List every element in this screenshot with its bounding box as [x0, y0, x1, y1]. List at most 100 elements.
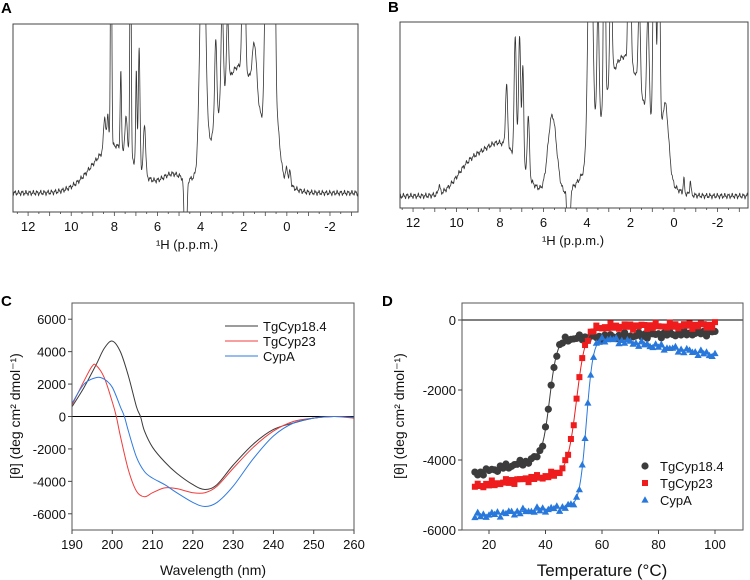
data-point-tgcyp23	[525, 479, 532, 486]
data-point-cypa	[657, 340, 665, 347]
x-tick-label: 200	[101, 537, 123, 552]
x-tick-label: 100	[704, 537, 726, 552]
data-point-tgcyp23	[686, 320, 693, 327]
x-tick-label: 6	[540, 215, 547, 230]
data-point-tgcyp23	[666, 319, 673, 326]
x-tick-label: 260	[343, 537, 365, 552]
data-point-cypa	[649, 343, 657, 351]
y-tick-label: 0	[59, 410, 66, 425]
y-tick-label: -4000	[33, 474, 66, 489]
x-tick-label: 4	[197, 219, 204, 234]
legend-label: TgCyp23	[660, 476, 713, 491]
data-point-tgcyp23	[531, 475, 538, 482]
data-point-tgcyp23	[644, 325, 651, 332]
spectrum-line	[13, 24, 358, 212]
x-tick-label: 250	[303, 537, 325, 552]
data-point-cypa	[516, 509, 524, 517]
data-point-tgcyp23	[630, 326, 637, 333]
series-line-cypa	[72, 376, 354, 507]
data-point-tgcyp23	[627, 321, 634, 328]
data-point-tgcyp23	[488, 477, 495, 484]
y-tick-label: -2000	[423, 383, 456, 398]
panel-label-b: B	[388, 0, 399, 16]
data-point-cypa	[694, 351, 702, 358]
data-point-tgcyp23	[486, 482, 492, 489]
data-point-tgcyp23	[709, 324, 716, 331]
x-axis-label: ¹H (p.p.m.)	[542, 233, 604, 248]
x-tick-label: 190	[61, 537, 83, 552]
legend-label: TgCyp23	[263, 334, 316, 349]
data-point-cypa	[556, 507, 564, 514]
data-point-cypa	[533, 503, 541, 510]
data-point-tgcyp23	[471, 483, 478, 490]
data-point-tgcyp23	[522, 475, 529, 482]
data-point-cypa	[510, 511, 519, 518]
x-tick-label: 240	[263, 537, 285, 552]
data-point-cypa	[697, 346, 705, 353]
x-tick-label: -2	[712, 215, 724, 230]
y-tick-label: -4000	[423, 453, 456, 468]
legend-label: TgCyp18.4	[263, 319, 327, 334]
data-point-cypa	[496, 513, 504, 520]
data-point-tgcyp23	[663, 324, 670, 331]
x-tick-label: 12	[21, 219, 35, 234]
x-tick-label: 0	[670, 215, 677, 230]
plot-frame	[12, 23, 359, 213]
y-axis-label: [θ] (deg cm² dmol⁻¹)	[7, 353, 23, 479]
x-axis-label: ¹H (p.p.m.)	[156, 237, 218, 252]
data-point-tgcyp23	[550, 472, 557, 479]
y-tick-label: -2000	[33, 442, 66, 457]
x-tick-label: 40	[538, 537, 552, 552]
data-point-cypa	[711, 349, 719, 357]
legend-marker	[641, 496, 649, 503]
panel-d-thermal-melt: TgCyp18.4 TgCyp23 CypA 20 40 60 80 100 0 -2000 -40…	[391, 302, 744, 580]
panel-a-nmr-spectrum: 12 10 8 6 4 2 0 -2 ¹H (p.p.m.)	[12, 23, 359, 252]
data-point-tgcyp23	[590, 328, 597, 335]
x-tick-label: 230	[222, 537, 244, 552]
data-point-tgcyp23	[556, 470, 563, 477]
data-point-cypa	[615, 339, 623, 347]
data-point-tgcyp23	[511, 480, 518, 487]
data-point-cypa	[553, 502, 561, 509]
fit-line-tgcyp18-4	[474, 331, 716, 475]
panel-label-c: C	[1, 293, 12, 310]
data-point-tgcyp23	[613, 322, 620, 329]
x-tick-label: 220	[182, 537, 204, 552]
data-point-tgcyp23	[502, 476, 509, 483]
x-tick-label: 2	[240, 219, 247, 234]
x-tick-label: 12	[406, 215, 420, 230]
data-point-tgcyp23	[641, 322, 648, 329]
x-axis-label: Temperature (°C)	[537, 561, 668, 580]
data-point-tgcyp23	[607, 320, 614, 327]
data-point-cypa	[637, 337, 646, 344]
panel-label-d: D	[382, 293, 393, 310]
panel-b-nmr-spectrum: 12 10 8 6 4 2 0 -2 ¹H (p.p.m.)	[399, 21, 749, 248]
data-point-cypa	[519, 504, 527, 511]
x-tick-label: -2	[324, 219, 336, 234]
plot-frame	[399, 21, 749, 209]
x-tick-label: 60	[595, 537, 609, 552]
data-point-tgcyp23	[480, 484, 487, 491]
panel-label-a: A	[1, 0, 12, 17]
data-point-tgcyp18-4	[533, 453, 541, 461]
data-point-tgcyp23	[652, 319, 659, 326]
data-point-cypa	[635, 342, 643, 349]
data-point-cypa	[493, 508, 502, 515]
x-tick-label: 8	[111, 219, 118, 234]
y-tick-label: 4000	[37, 345, 66, 360]
data-point-tgcyp23	[712, 319, 718, 326]
x-tick-label: 8	[496, 215, 503, 230]
data-point-cypa	[570, 501, 578, 508]
data-point-tgcyp23	[604, 325, 611, 332]
x-axis-label: Wavelength (nm)	[160, 562, 266, 578]
data-point-cypa	[652, 340, 660, 347]
y-tick-label: 6000	[37, 312, 66, 327]
data-point-tgcyp23	[562, 457, 569, 464]
y-tick-label: 2000	[37, 377, 66, 392]
x-tick-label: 20	[482, 537, 496, 552]
x-tick-label: 10	[64, 219, 78, 234]
data-point-cypa	[474, 508, 482, 515]
data-point-cypa	[680, 348, 688, 356]
